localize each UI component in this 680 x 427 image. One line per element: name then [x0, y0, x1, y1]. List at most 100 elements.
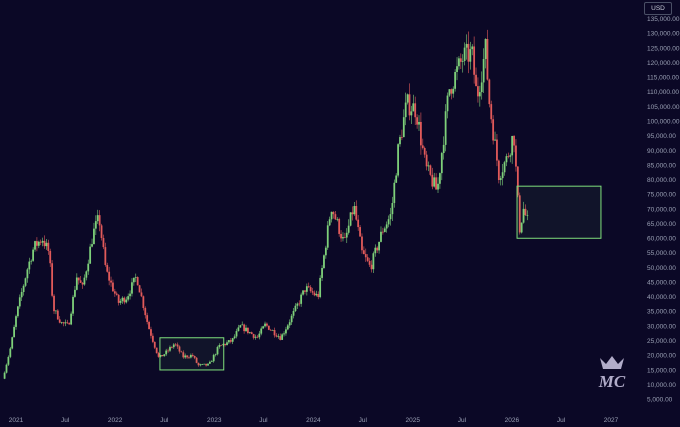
candle — [499, 175, 502, 186]
candle-body — [113, 291, 116, 294]
candle-body — [203, 363, 206, 365]
candle — [522, 201, 525, 224]
candle-body — [448, 89, 451, 96]
candle-body — [241, 324, 244, 326]
candle — [167, 348, 169, 353]
candle — [351, 206, 354, 221]
candle — [9, 346, 12, 359]
candle — [37, 240, 40, 249]
candle-body — [501, 172, 504, 179]
candle — [364, 248, 367, 262]
candle — [361, 233, 363, 254]
candle — [395, 173, 398, 183]
candle — [302, 290, 304, 296]
candle — [176, 342, 179, 349]
x-tick-label: 2022 — [108, 417, 123, 424]
candle-body — [307, 286, 310, 288]
candle-body — [478, 92, 481, 97]
candle — [477, 77, 479, 103]
candle — [11, 336, 14, 350]
candle — [22, 284, 25, 296]
candle — [169, 345, 171, 352]
candle — [224, 343, 227, 347]
candle-body — [357, 219, 360, 228]
candle-body — [7, 356, 10, 365]
candle-body — [421, 145, 424, 148]
candle — [199, 363, 202, 367]
candle — [55, 310, 57, 315]
candle — [191, 353, 194, 358]
candle-body — [364, 254, 367, 258]
candle-body — [273, 330, 276, 336]
candle — [102, 234, 105, 250]
candle — [444, 104, 447, 152]
candle-body — [389, 214, 392, 220]
candle-body — [214, 354, 217, 356]
candle — [353, 202, 356, 216]
logo-text: MC — [598, 372, 626, 391]
candle-body — [444, 111, 447, 145]
candle — [79, 276, 82, 283]
candle — [362, 246, 365, 255]
candle — [72, 294, 74, 317]
candle — [119, 298, 122, 305]
candle-body — [167, 350, 169, 352]
candle-body — [174, 344, 177, 346]
candle-body — [208, 361, 211, 364]
candle — [245, 324, 247, 332]
candle-body — [231, 338, 234, 342]
candle — [197, 362, 200, 367]
candle-body — [423, 147, 426, 155]
candle-body — [169, 347, 171, 351]
zone-2026-target[interactable] — [516, 185, 602, 239]
candle — [155, 347, 158, 354]
candle — [399, 134, 401, 147]
candle-body — [188, 357, 190, 359]
candle-body — [321, 268, 323, 278]
candle — [186, 355, 188, 359]
candle-body — [286, 325, 289, 330]
candle-body — [351, 212, 354, 215]
candle — [85, 270, 88, 281]
candle-body — [153, 341, 156, 348]
candle-body — [9, 348, 12, 357]
candle-body — [503, 162, 506, 173]
candle — [290, 314, 293, 325]
candle-body — [484, 38, 487, 59]
candle — [252, 333, 255, 340]
candle — [127, 293, 130, 302]
y-tick-label: 130,000.00 — [647, 31, 680, 38]
candle — [387, 215, 390, 228]
candle-body — [51, 263, 54, 296]
candle — [267, 325, 270, 331]
candle — [266, 322, 268, 328]
candle-body — [17, 306, 19, 317]
candle — [385, 221, 388, 233]
candle — [81, 282, 84, 289]
candle-body — [304, 290, 306, 292]
candle — [222, 343, 225, 347]
x-axis: 2021 Jul 2022 Jul 2023 Jul 2024 Jul 2025 Jul 2026 J… — [9, 417, 619, 424]
zone-2022-accumulation[interactable] — [159, 337, 225, 371]
currency-badge[interactable]: USD — [644, 2, 672, 15]
y-tick-label: 80,000.00 — [647, 177, 676, 184]
candle-body — [266, 323, 268, 326]
candle-body — [347, 225, 350, 233]
candle-body — [102, 238, 105, 248]
candle — [275, 333, 278, 338]
candle — [56, 309, 59, 320]
x-tick-label: Jul — [160, 417, 169, 424]
candle-body — [205, 363, 207, 366]
candle — [188, 355, 190, 360]
x-tick-label: Jul — [259, 417, 268, 424]
candle-body — [520, 222, 523, 233]
candle — [501, 164, 504, 186]
candle-body — [480, 82, 483, 93]
candle-body — [298, 303, 301, 305]
candle — [208, 360, 211, 364]
x-tick-label: 2023 — [207, 417, 222, 424]
candle-body — [87, 263, 90, 272]
candle-body — [129, 293, 131, 297]
